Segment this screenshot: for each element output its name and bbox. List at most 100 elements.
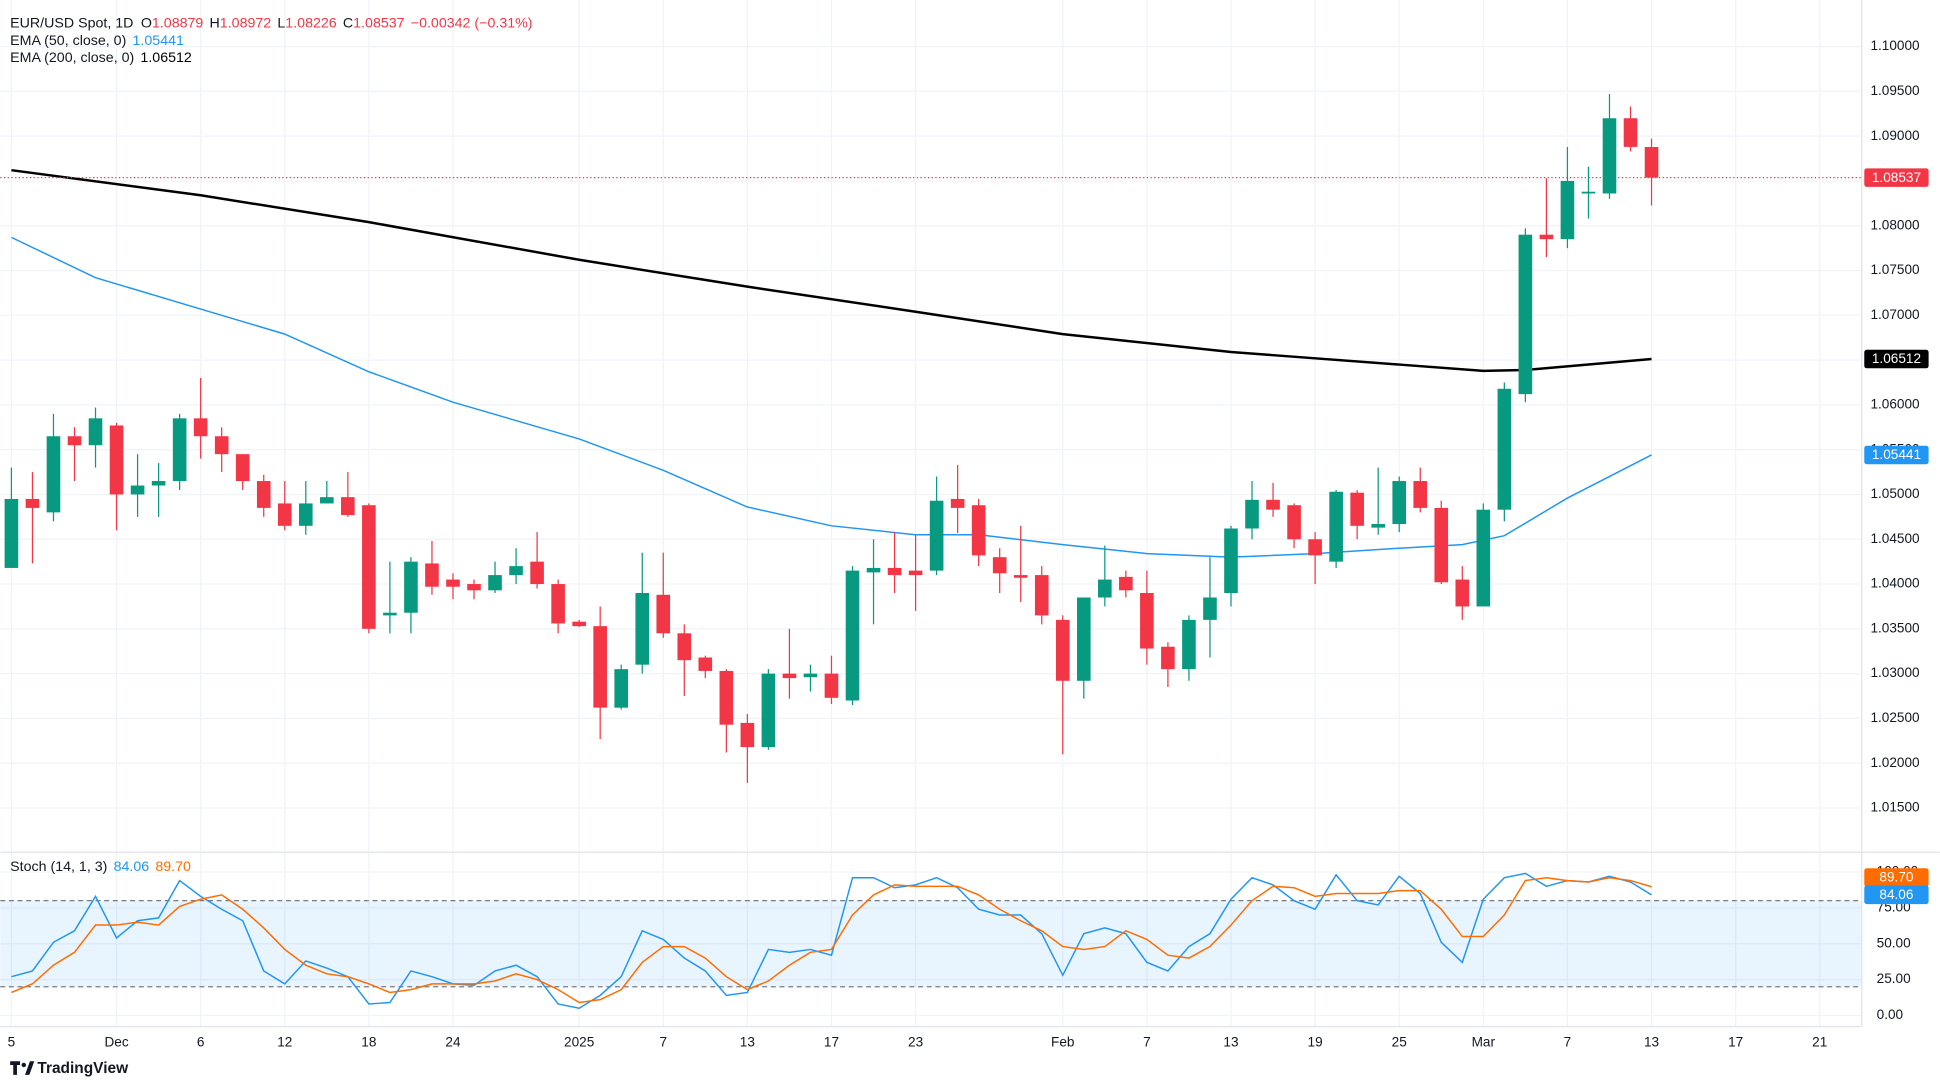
stoch-k-text: 84.06 [1879,887,1913,902]
x-tick-label: 13 [1644,1034,1659,1049]
stoch-legend: Stoch (14, 1, 3) 84.06 89.70 [10,859,191,875]
y-tick-label: 25.00 [1877,971,1911,986]
candle-body [1434,507,1449,583]
y-tick-label: 1.04500 [1870,531,1920,546]
candle-body [1266,499,1280,510]
open-label: O [141,15,152,31]
x-tick-label: 12 [277,1034,292,1049]
y-tick-label: 50.00 [1877,935,1911,950]
y-tick-label: 1.10000 [1870,38,1920,53]
candle-body [1518,234,1533,395]
candle-body [4,498,19,568]
candle-body [530,561,544,585]
low-label: L [277,15,285,31]
candle-body [1455,579,1470,607]
candle-body [467,584,481,591]
candle-body [1602,118,1617,194]
x-tick-label: 7 [659,1034,667,1049]
x-tick-label: 17 [1728,1034,1743,1049]
candle-body [971,505,986,556]
y-tick-label: 1.03500 [1870,620,1920,635]
y-tick-label: 1.03000 [1870,665,1920,680]
candle-body [488,575,502,591]
candle-body [172,418,187,482]
x-tick-label: 5 [8,1034,16,1049]
candle-body [130,485,145,495]
candle-body [1055,619,1070,681]
candle-body [992,557,1007,574]
candle-body [1476,509,1491,607]
mark-layer [0,94,1862,1010]
candle-body [950,498,965,508]
candle-body [383,612,397,616]
candle-body [1140,593,1154,649]
stoch-line [11,872,1652,1010]
candle-body [404,561,418,613]
candle-body [572,621,586,627]
x-tick-label: 6 [197,1034,205,1049]
y-tick-label: 1.01500 [1870,800,1920,815]
candle-body [1182,619,1196,670]
candle-body [88,418,103,446]
y-tick-label: 0.00 [1877,1007,1904,1022]
candle-body [1581,191,1596,194]
last-price-text: 1.08537 [1872,170,1921,185]
brand-name: TradingView [37,1060,129,1077]
candle-body [761,673,776,748]
y-tick-label: 1.09500 [1870,83,1920,98]
candle-body [782,673,797,679]
candle-body [214,436,229,455]
close-value: 1.08537 [353,15,404,31]
candle-body [698,657,713,671]
candle-body [151,481,166,486]
x-tick-label: 18 [361,1034,376,1049]
x-tick-label: 7 [1564,1034,1572,1049]
change-value: −0.00342 (−0.31%) [411,15,533,31]
x-tick-label: Feb [1051,1034,1074,1049]
candle-body [235,454,250,482]
open-value: 1.08879 [152,15,203,31]
candle-body [1098,579,1112,598]
legend-value: 1.05441 [133,33,184,49]
y-tick-label: 1.02500 [1870,710,1920,725]
legend-value: 89.70 [155,859,191,875]
logo-mark [10,1061,21,1075]
x-tick-label: 13 [740,1034,755,1049]
candle-body [509,566,523,576]
candle-body [277,503,292,526]
candle-body [1013,575,1028,578]
low-value: 1.08226 [285,15,336,31]
candle-body [256,481,271,508]
candle-body [803,673,818,678]
candle-body [109,425,124,495]
y-tick-label: 1.08000 [1870,217,1920,232]
candle-body [425,563,439,587]
candle-body [1350,492,1364,526]
y-tick-label: 1.05000 [1870,486,1920,501]
candle-body [46,436,61,513]
candle-body [67,436,82,446]
candle-body [320,497,334,504]
candle-body [341,497,355,516]
ema-price-box [1864,349,1929,369]
x-tick-label: 2025 [564,1034,594,1049]
candle-body [866,567,881,573]
candle-body [887,567,902,576]
candle-body [362,505,376,629]
logo-mark [25,1061,35,1075]
x-tick-label: 13 [1223,1034,1238,1049]
brand-logo: TradingView [10,1060,129,1077]
y-tick-label: 1.07500 [1870,262,1920,277]
ema-price-text: 1.06512 [1872,351,1921,366]
candle-body [1203,597,1217,620]
candle-body [1034,575,1049,616]
x-tick-label: 24 [445,1034,461,1049]
stoch-title: Stoch (14, 1, 3) [10,859,107,875]
candle-body [551,584,565,624]
candle-body [614,669,629,708]
main-legend: EUR/USD Spot, 1D O1.08879 H1.08972 L1.08226… [10,15,532,31]
candle-body [1413,481,1428,508]
x-tick-label: Mar [1472,1034,1496,1049]
